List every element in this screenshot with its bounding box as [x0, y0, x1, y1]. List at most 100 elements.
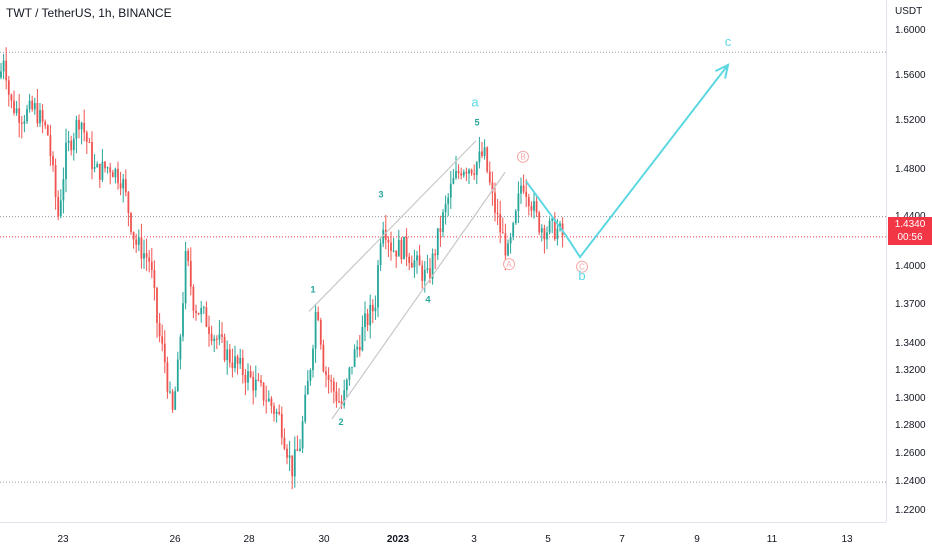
candle-body: [83, 122, 86, 133]
candle-body: [234, 356, 236, 369]
candle-body: [301, 421, 304, 449]
candle-body: [348, 367, 351, 380]
time-tick-label: 5: [545, 534, 551, 545]
candle-body: [275, 411, 278, 414]
candle-body: [265, 400, 268, 402]
candle-body: [200, 307, 203, 315]
candle-body: [252, 376, 255, 391]
candle-body: [361, 327, 364, 351]
candle-body: [410, 262, 413, 268]
candle-body: [226, 349, 229, 361]
candle-body: [189, 260, 192, 287]
candle-body: [67, 140, 70, 143]
candle-body: [119, 183, 122, 189]
price-plot[interactable]: 1 2 3 4 5 a A B Cb c: [0, 0, 886, 522]
candle-body: [384, 229, 387, 240]
candle-body: [104, 161, 106, 169]
candle-body: [387, 239, 390, 243]
candle-body: [62, 179, 65, 201]
candle-body: [345, 379, 348, 391]
time-tick-label: 26: [169, 534, 181, 545]
candle-body: [327, 375, 330, 381]
candle-body: [452, 178, 455, 184]
candle-body: [551, 218, 554, 221]
candle-body: [535, 201, 538, 213]
price-tick-label: 1.2200: [895, 505, 926, 516]
candle-body: [460, 173, 463, 176]
candle-body: [148, 257, 151, 262]
wave-label: A: [506, 260, 512, 269]
time-tick-label: 28: [243, 534, 255, 545]
price-axis[interactable]: USDT 1.6000 1.5600 1.5200 1.4800 1.4400 1.4000…: [886, 0, 932, 522]
candle-body: [182, 303, 184, 337]
candle-body: [314, 311, 317, 349]
candle-body: [317, 311, 320, 321]
channel-line: [331, 172, 506, 420]
candle-body: [465, 171, 468, 174]
candle-body: [176, 359, 179, 392]
candle-body: [400, 239, 403, 260]
candle-body: [421, 265, 424, 281]
candle-body: [33, 103, 36, 110]
candle-body: [20, 122, 23, 124]
candle-body: [525, 191, 528, 197]
time-axis[interactable]: 23 26 28 30 2023 3 5 7 9 11 13: [0, 522, 886, 551]
candle-body: [140, 237, 143, 259]
candle-body: [158, 323, 161, 337]
candle-body: [91, 142, 93, 169]
candle-body: [231, 362, 234, 369]
candle-body: [239, 358, 242, 364]
candle-body: [392, 250, 395, 252]
candle-body: [431, 253, 434, 279]
candle-body: [273, 406, 275, 414]
candle-body: [150, 261, 153, 270]
candle-body: [166, 362, 169, 392]
candle-body: [2, 60, 5, 72]
candle-body: [540, 228, 543, 233]
candle-body: [462, 171, 465, 176]
candle-body: [111, 172, 114, 178]
candle-body: [31, 100, 34, 110]
candle-body: [527, 196, 530, 207]
candle-body: [353, 349, 356, 367]
candle-body: [473, 173, 476, 175]
price-tick-label: 1.5600: [895, 70, 926, 81]
candle-body: [80, 122, 83, 130]
candle-body: [449, 183, 452, 198]
candle-body: [195, 310, 197, 314]
candle-body: [57, 196, 60, 217]
candle-body: [496, 212, 499, 215]
candle-body: [312, 348, 314, 371]
wave-label: b: [578, 268, 585, 283]
candle-body: [434, 253, 437, 256]
candle-body: [28, 100, 31, 110]
candle-body: [351, 366, 353, 368]
candle-body: [270, 398, 273, 407]
time-tick-label: 11: [767, 534, 778, 545]
price-tick-label: 1.6000: [895, 25, 926, 36]
price-tick-label: 1.4000: [895, 261, 926, 272]
candle-body: [96, 163, 99, 168]
candle-body: [423, 269, 426, 281]
candle-body: [330, 380, 333, 382]
candle-body: [340, 401, 343, 406]
candle-body: [507, 243, 509, 256]
wave-label: a: [471, 95, 479, 110]
candle-body: [132, 231, 135, 240]
candle-body: [39, 110, 41, 124]
price-tick-label: 1.2800: [895, 420, 926, 431]
projection-arrowhead: [715, 63, 730, 79]
candle-body: [395, 250, 398, 257]
candle-body: [475, 162, 478, 175]
candle-body: [486, 147, 489, 172]
bar-countdown: 00:56: [897, 232, 923, 243]
candle-body: [85, 132, 88, 142]
wave-label: 5: [474, 118, 479, 128]
candle-body: [202, 307, 205, 309]
candle-body: [538, 212, 541, 233]
candle-body: [101, 161, 104, 180]
candle-body: [356, 346, 359, 350]
candle-body: [210, 333, 213, 341]
wave-circle-marker: [503, 258, 515, 271]
